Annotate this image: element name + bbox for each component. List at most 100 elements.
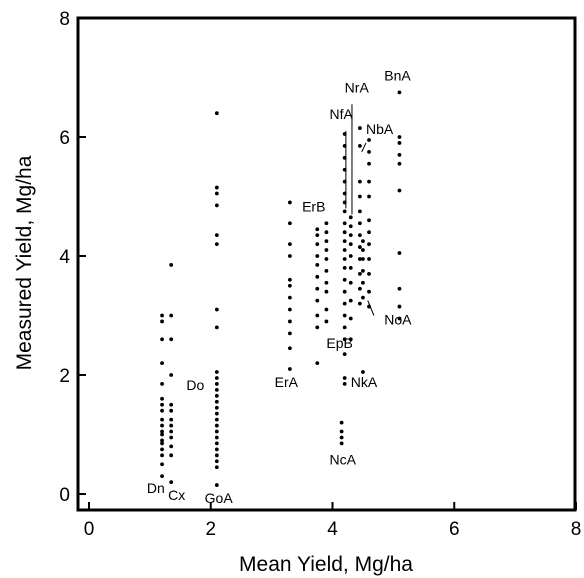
data-point bbox=[324, 248, 329, 252]
data-points bbox=[160, 90, 402, 487]
data-point bbox=[361, 248, 365, 252]
data-point bbox=[324, 221, 329, 226]
data-point bbox=[357, 233, 362, 238]
data-point bbox=[342, 230, 347, 235]
data-point bbox=[315, 286, 320, 291]
data-point bbox=[214, 191, 219, 196]
data-point bbox=[342, 221, 347, 226]
data-point bbox=[348, 337, 353, 342]
data-point bbox=[160, 417, 164, 422]
data-point bbox=[169, 337, 174, 342]
data-point bbox=[357, 144, 362, 148]
data-point bbox=[214, 387, 219, 392]
group-labels: Dn Cx GoA Do ErA ErB EpB NkA NcA NrA NfA NbA NoA BnA bbox=[147, 67, 412, 505]
data-point bbox=[397, 304, 402, 309]
data-point bbox=[214, 417, 219, 422]
data-point bbox=[348, 254, 353, 258]
data-point bbox=[169, 373, 174, 377]
data-point bbox=[339, 420, 344, 425]
data-point bbox=[169, 429, 174, 434]
axis-ticks: 0 2 4 6 8 0 2 4 6 8 bbox=[59, 9, 581, 540]
data-point bbox=[342, 266, 347, 270]
data-point bbox=[367, 271, 371, 276]
data-point bbox=[214, 405, 219, 410]
data-point bbox=[160, 432, 164, 437]
data-point bbox=[169, 480, 174, 484]
data-point bbox=[361, 280, 365, 285]
y-tick-label: 6 bbox=[59, 128, 70, 149]
data-point bbox=[169, 402, 174, 407]
group-label: NrA bbox=[345, 79, 370, 95]
data-point bbox=[324, 289, 329, 294]
data-point bbox=[315, 263, 320, 267]
data-point bbox=[160, 337, 164, 342]
group-label: Dn bbox=[147, 480, 165, 496]
data-point bbox=[214, 483, 219, 487]
data-point bbox=[348, 266, 353, 270]
data-point bbox=[397, 188, 402, 193]
data-point bbox=[287, 283, 292, 288]
leader-lines bbox=[345, 104, 375, 316]
data-point bbox=[315, 242, 320, 247]
data-point bbox=[169, 408, 174, 413]
data-point bbox=[315, 313, 320, 318]
data-point bbox=[287, 254, 292, 258]
group-label: NoA bbox=[384, 311, 412, 327]
data-point bbox=[397, 161, 402, 166]
data-point bbox=[342, 301, 347, 306]
data-point bbox=[342, 239, 347, 244]
group-label: ErA bbox=[275, 374, 299, 390]
data-point bbox=[287, 221, 292, 226]
data-point bbox=[287, 307, 292, 312]
data-point bbox=[160, 361, 164, 365]
data-point bbox=[214, 393, 219, 398]
leader-line bbox=[361, 142, 367, 153]
data-point bbox=[214, 307, 219, 312]
data-point bbox=[361, 239, 365, 244]
data-point bbox=[287, 319, 292, 324]
data-point bbox=[214, 325, 219, 330]
data-point bbox=[214, 242, 219, 247]
data-point bbox=[315, 298, 320, 303]
data-point bbox=[361, 257, 365, 261]
data-point bbox=[160, 396, 164, 401]
data-point bbox=[324, 280, 329, 285]
data-point bbox=[342, 313, 347, 318]
data-point bbox=[214, 441, 219, 446]
data-point bbox=[357, 286, 362, 291]
data-point bbox=[367, 218, 371, 223]
data-point bbox=[339, 441, 344, 446]
data-point bbox=[397, 135, 402, 139]
data-point bbox=[361, 370, 365, 374]
data-point bbox=[169, 444, 174, 449]
data-point bbox=[361, 268, 365, 273]
group-label: Do bbox=[186, 377, 204, 393]
data-point bbox=[315, 274, 320, 279]
data-point bbox=[342, 257, 347, 261]
data-point bbox=[160, 447, 164, 452]
data-point bbox=[287, 295, 292, 300]
data-point bbox=[169, 423, 174, 428]
data-point bbox=[348, 280, 353, 285]
data-point bbox=[348, 242, 353, 247]
data-point bbox=[214, 423, 219, 428]
group-label: Cx bbox=[168, 487, 185, 503]
x-axis-title: Mean Yield, Mg/ha bbox=[239, 553, 413, 576]
data-point bbox=[357, 194, 362, 199]
data-point bbox=[339, 435, 344, 440]
group-label: NkA bbox=[351, 374, 378, 390]
data-point bbox=[357, 271, 362, 276]
data-point bbox=[342, 248, 347, 252]
data-point bbox=[214, 411, 219, 416]
data-point bbox=[214, 376, 219, 380]
data-point bbox=[214, 435, 219, 440]
data-point bbox=[214, 111, 219, 116]
data-point bbox=[324, 319, 329, 324]
data-point bbox=[315, 254, 320, 258]
data-point bbox=[214, 447, 219, 452]
data-point bbox=[214, 233, 219, 238]
data-point bbox=[315, 233, 320, 238]
data-point bbox=[169, 453, 174, 458]
data-point bbox=[214, 203, 219, 208]
